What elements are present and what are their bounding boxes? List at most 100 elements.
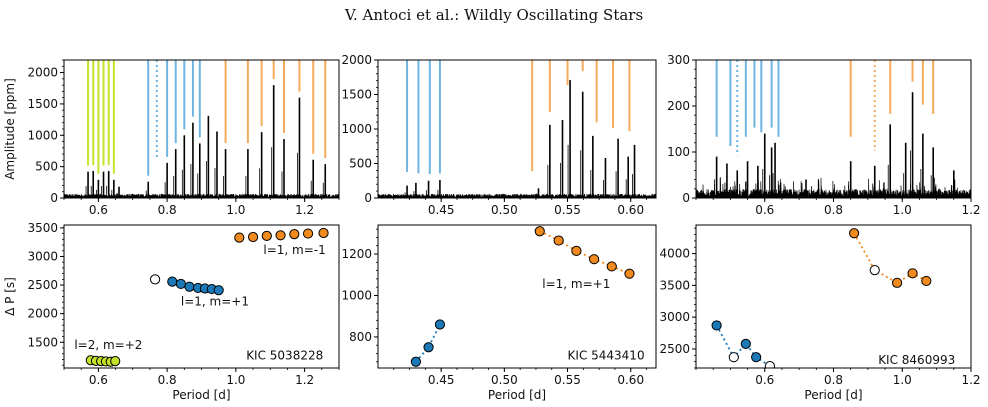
data-point [921,275,932,287]
y-tick-label: 0 [364,191,372,205]
y-tick-label: 500 [35,160,58,174]
x-tick-label: 1.0 [226,373,245,387]
data-point [624,268,635,279]
data-point [434,319,446,330]
y-tick-label: 1500 [341,88,372,102]
y-tick-label: 1500 [27,335,58,349]
data-point [588,254,600,265]
plot-area [64,60,339,198]
data-point [740,338,751,349]
series-connector [715,324,771,367]
annotation-label: l=1, m=+1 [181,295,249,309]
y-tick-label: 3000 [659,310,690,324]
x-tick-label: 0.55 [554,373,581,387]
data-point [149,274,161,285]
series-connector [539,230,630,275]
data-point [302,228,314,239]
x-tick-label: 0.6 [89,203,108,217]
x-axis-label: Period [d] [488,388,546,402]
x-tick-label: 0.60 [617,373,644,387]
data-point [728,352,739,363]
y-axis-label: Amplitude [ppm] [3,78,17,180]
data-point [849,228,860,239]
y-tick-label: 100 [667,145,690,159]
y-tick-label: 1000 [341,288,372,302]
spectrum-noise [64,193,339,198]
data-point [751,352,762,363]
y-tick-label: 4000 [659,247,690,261]
y-tick-label: 2000 [27,66,58,80]
spectrum-noise [378,193,656,198]
data-point [247,231,259,243]
x-tick-label: 1.2 [295,373,314,387]
x-tick-label: 0.55 [554,203,581,217]
y-tick-label: 200 [667,99,690,113]
y-tick-label: 1200 [341,247,372,261]
x-tick-label: 0.8 [824,203,843,217]
x-tick-label: 0.8 [824,373,843,387]
plot-area [696,60,971,198]
y-tick-label: 800 [349,330,372,344]
x-tick-label: 0.6 [89,373,108,387]
annotation-label: l=2, m=+2 [74,338,142,352]
data-point [423,342,434,353]
x-tick-label: 0.45 [428,373,455,387]
x-axis-label: Period [d] [172,388,230,402]
data-point [553,235,564,246]
x-tick-label: 0.60 [617,203,644,217]
x-axis-label: Period [d] [804,388,862,402]
data-point [184,281,195,292]
annotation-label: l=1, m=-1 [263,243,325,257]
page-header: V. Antoci et al.: Wildly Oscillating Sta… [344,6,644,24]
y-tick-label: 1000 [27,128,58,142]
y-tick-label: 0 [50,191,58,205]
y-tick-label: 0 [682,191,690,205]
data-point [318,227,329,239]
data-point [711,320,722,331]
x-tick-label: 0.8 [158,373,177,387]
annotation-label: KIC 5443410 [568,349,645,363]
x-tick-label: 1.2 [961,373,980,387]
axes-frame [377,59,657,199]
data-point [534,226,545,237]
y-tick-label: 1500 [27,97,58,111]
data-point [571,245,582,257]
plot-area: KIC 8460993 [711,228,955,368]
x-tick-label: 0.6 [755,203,774,217]
data-point [213,285,224,296]
y-axis-label: Δ P [s] [3,277,17,316]
y-tick-label: 2500 [659,342,690,356]
series-connector [853,232,927,284]
x-tick-label: 0.50 [491,203,518,217]
data-point [175,278,186,290]
y-tick-label: 2000 [27,307,58,321]
data-point [606,261,617,272]
x-tick-label: 0.6 [755,373,774,387]
x-tick-label: 1.0 [893,373,912,387]
y-tick-label: 2000 [341,53,372,67]
y-tick-label: 2500 [27,278,58,292]
plot-area: l=1, m=-1 l=1, m=+1 l=2, m=+2 KIC 5038228 [74,227,329,367]
data-point [764,360,776,368]
plot-area: l=1, m=+1 KIC 5443410 [410,226,645,367]
x-tick-label: 0.50 [491,373,518,387]
spectrum-noise [696,177,971,198]
y-tick-label: 300 [667,53,690,67]
axes-frame [377,224,657,369]
y-tick-label: 500 [349,157,372,171]
x-tick-label: 0.8 [158,203,177,217]
data-point [289,229,300,240]
x-tick-label: 1.0 [893,203,912,217]
data-point [110,356,121,367]
axes-frame [695,224,972,369]
x-tick-label: 1.2 [961,203,980,217]
y-tick-label: 3500 [27,221,58,235]
data-point [907,268,918,279]
y-tick-label: 3000 [27,249,58,263]
data-point [261,230,272,241]
data-point [275,230,286,241]
y-tick-label: 1000 [341,122,372,136]
data-point [891,277,903,288]
annotation-label: KIC 5038228 [246,348,323,362]
